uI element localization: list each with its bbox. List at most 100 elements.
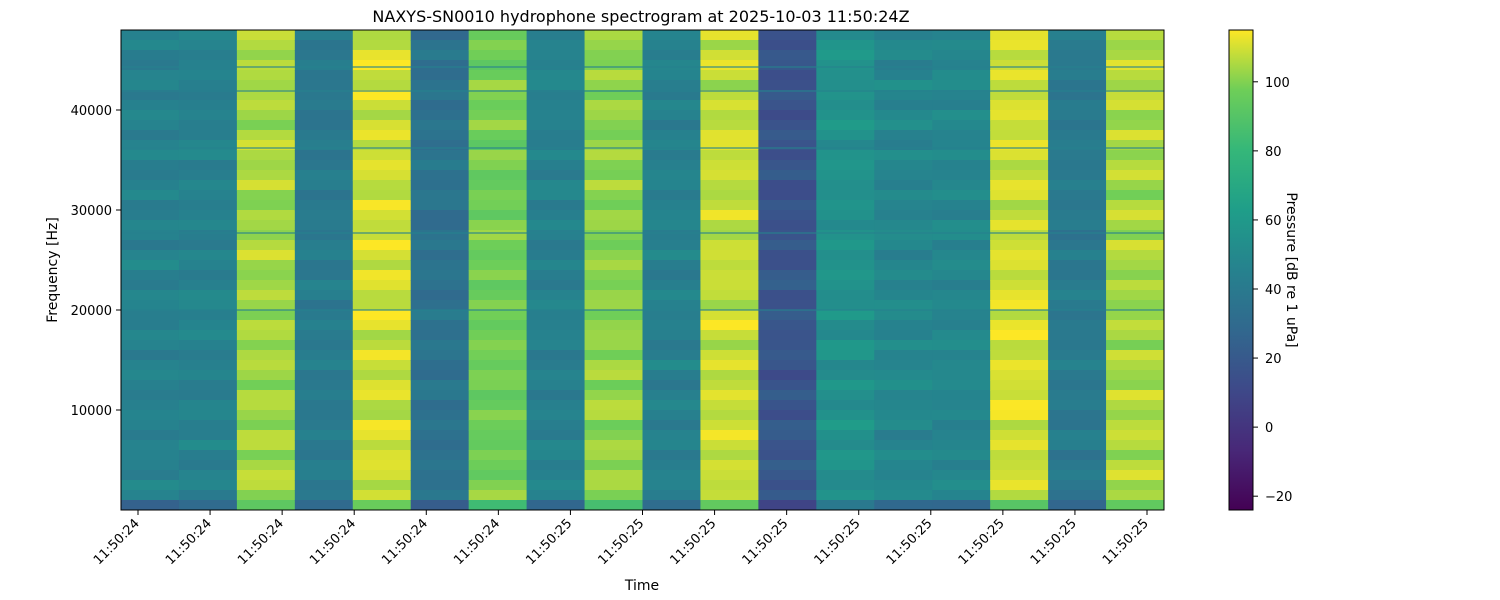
heatmap-cell [642,460,702,471]
heatmap-cell [584,210,644,221]
heatmap-cell [410,50,470,61]
heatmap-cell [121,90,180,101]
heatmap-cell [352,150,412,161]
heatmap-cell [758,280,817,291]
heatmap-cell [642,380,702,391]
heatmap-cell [1106,500,1164,510]
heatmap-cell [758,240,817,251]
heatmap-cell [352,320,412,331]
heatmap-cell [410,380,470,391]
heatmap-cell [874,90,933,101]
heatmap-cell [816,160,875,171]
heatmap-cell [584,220,644,231]
heatmap-cell [526,270,586,281]
heatmap-cell [352,460,412,471]
heatmap-cell [121,120,180,131]
heatmap-cell [816,410,875,421]
heatmap-cell [1106,270,1164,281]
heatmap-cell [121,190,180,201]
heatmap-cell [758,380,817,391]
heatmap-cell [526,440,586,451]
heatmap-cell [410,350,470,361]
heatmap-cell [121,280,180,291]
heatmap-cell [468,260,528,271]
heatmap-cell [874,330,933,341]
heatmap-cell [178,440,238,451]
heatmap-cell [932,250,991,261]
heatmap-cell [526,470,586,481]
heatmap-cell [874,380,933,391]
heatmap-cell [178,200,238,211]
heatmap-cell [294,360,354,371]
heatmap-cell [236,320,296,331]
heatmap-cell [236,80,296,91]
heatmap-cell [700,90,759,101]
heatmap-cell [468,150,528,161]
heatmap-cell [121,170,180,181]
heatmap-cell [1106,230,1164,241]
heatmap-cell [584,290,644,301]
heatmap-cell [352,390,412,401]
heatmap-cell [642,440,702,451]
heatmap-cell [700,230,759,241]
heatmap-cell [526,210,586,221]
heatmap-cell [584,130,644,141]
heatmap-cell [1048,470,1107,481]
heatmap-cell [352,380,412,391]
heatmap-cell [352,480,412,491]
heatmap-cell [874,60,933,71]
heatmap-cell [1048,310,1107,321]
heatmap-cell [642,310,702,321]
heatmap-cell [178,60,238,71]
heatmap-cell [121,460,180,471]
heatmap-cell [410,310,470,321]
heatmap-cell [816,220,875,231]
heatmap-cell [874,360,933,371]
heatmap-cell [1106,180,1164,191]
heatmap-cell [1106,150,1164,161]
heatmap-cell [816,110,875,121]
heatmap-cell [1048,100,1107,111]
heatmap-cell [758,460,817,471]
heatmap-cell [874,350,933,361]
heatmap-cell [874,220,933,231]
heatmap-cell [932,360,991,371]
heatmap-cell [584,180,644,191]
x-tick-label: 11:50:25 [1028,516,1080,568]
heatmap-cell [700,80,759,91]
heatmap-cell [468,230,528,241]
heatmap-cell [236,480,296,491]
heatmap-cell [526,160,586,171]
heatmap-cell [178,350,238,361]
heatmap-cell [1106,220,1164,231]
heatmap-cell [932,410,991,421]
heatmap-cell [236,380,296,391]
heatmap-cell [584,400,644,411]
heatmap-cell [352,440,412,451]
heatmap-cell [584,330,644,341]
heatmap-cell [816,150,875,161]
heatmap-cell [352,310,412,321]
heatmap-cell [294,480,354,491]
heatmap-cell [642,390,702,401]
heatmap-cell [584,310,644,321]
heatmap-cell [642,90,702,101]
heatmap-cell [178,130,238,141]
heatmap-cell [642,490,702,501]
heatmap-cell [468,240,528,251]
heatmap-cell [642,230,702,241]
heatmap-cell [584,170,644,181]
spectrogram-heatmap [121,30,1164,510]
heatmap-cell [758,450,817,461]
heatmap-cell [874,190,933,201]
heatmap-cell [1048,380,1107,391]
heatmap-cell [121,110,180,121]
heatmap-cell [526,230,586,241]
heatmap-cell [1106,350,1164,361]
heatmap-cell [816,500,875,510]
heatmap-cell [236,50,296,61]
heatmap-cell [294,310,354,321]
heatmap-cell [584,420,644,431]
heatmap-cell [874,180,933,191]
heatmap-cell [178,150,238,161]
